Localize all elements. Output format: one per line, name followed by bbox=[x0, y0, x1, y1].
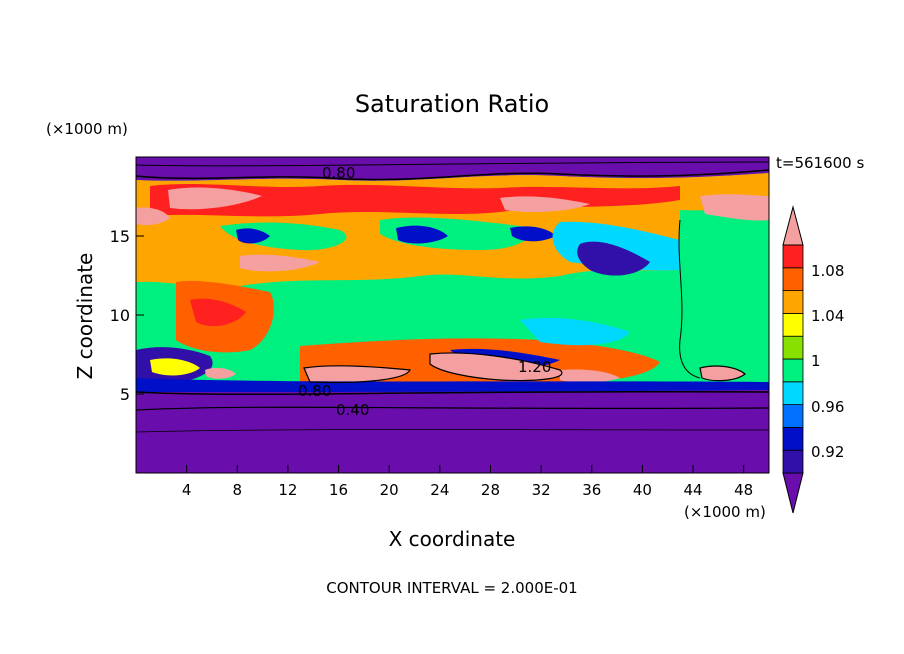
contour-line-low-2 bbox=[135, 406, 770, 411]
x-tick-label: 48 bbox=[734, 481, 753, 499]
colorbar-swatch bbox=[782, 267, 804, 291]
contour-line-pink-3 bbox=[699, 365, 746, 382]
upper-band-purple-1 bbox=[577, 241, 650, 276]
colorbar-swatch bbox=[782, 358, 804, 383]
time-label: t=561600 s bbox=[776, 154, 864, 172]
right-green-column bbox=[678, 206, 769, 378]
x-unit-label: (×1000 m) bbox=[684, 503, 766, 521]
colorbar-swatch bbox=[782, 290, 804, 314]
contour-line-top bbox=[135, 169, 770, 181]
colorbar-label: 0.92 bbox=[811, 443, 844, 461]
colorbar-swatch bbox=[782, 426, 804, 451]
x-tick-label: 20 bbox=[380, 481, 399, 499]
y-axis: 5 10 15 bbox=[110, 227, 144, 404]
x-tick-label: 8 bbox=[233, 481, 243, 499]
plot-area: 0.80 0.80 0.40 1.20 bbox=[135, 156, 770, 474]
mid-left-red bbox=[190, 298, 246, 327]
chart-title: Saturation Ratio bbox=[355, 90, 549, 118]
mid-center-cyan bbox=[520, 317, 630, 346]
contour-line-low-1 bbox=[135, 390, 770, 396]
lower-blue-strip bbox=[136, 378, 769, 392]
pink-cell-5 bbox=[700, 366, 745, 381]
colorbar-swatch bbox=[782, 381, 804, 405]
mid-left-yellow bbox=[150, 358, 200, 376]
upper-band-pink-2 bbox=[136, 207, 170, 226]
x-tick-label: 12 bbox=[278, 481, 297, 499]
contour-line-pink-2 bbox=[429, 352, 563, 382]
right-pink-edge bbox=[700, 194, 769, 221]
colorbar: 1.08 1.04 1 0.96 0.92 bbox=[782, 205, 844, 514]
y-tick-label: 10 bbox=[110, 306, 130, 325]
footer-contour-interval: CONTOUR INTERVAL = 2.000E-01 bbox=[326, 579, 577, 597]
colorbar-swatch bbox=[782, 404, 804, 428]
colorbar-swatch bbox=[782, 449, 804, 474]
upper-band-blue-2 bbox=[396, 225, 448, 244]
x-tick-label: 44 bbox=[683, 481, 702, 499]
upper-band-red bbox=[150, 184, 680, 217]
x-tick-label: 4 bbox=[182, 481, 192, 499]
contour-label: 0.40 bbox=[336, 401, 369, 419]
contour-label: 0.80 bbox=[322, 164, 355, 182]
x-tick-label: 36 bbox=[582, 481, 601, 499]
pink-cell-4 bbox=[205, 367, 236, 379]
x-tick-label: 28 bbox=[481, 481, 500, 499]
colorbar-label: 1.08 bbox=[811, 262, 844, 280]
upper-band-pink-3 bbox=[240, 254, 320, 272]
x-axis: 4 8 12 16 20 24 28 32 36 40 44 48 bbox=[182, 465, 753, 499]
colorbar-high-arrow bbox=[782, 205, 804, 246]
colorbar-swatch bbox=[782, 312, 804, 337]
x-tick-label: 24 bbox=[430, 481, 449, 499]
colorbar-low-arrow bbox=[782, 472, 804, 514]
colorbar-label: 1.04 bbox=[811, 307, 844, 325]
x-tick-label: 40 bbox=[633, 481, 652, 499]
contour-line-pink-1 bbox=[303, 365, 411, 384]
contour-label: 1.20 bbox=[518, 358, 551, 376]
contour-label: 0.80 bbox=[298, 382, 331, 400]
upper-band-pink-1 bbox=[168, 187, 262, 210]
contour-line-right bbox=[678, 219, 701, 379]
y-unit-label: (×1000 m) bbox=[46, 120, 128, 138]
x-tick-label: 32 bbox=[532, 481, 551, 499]
contour-line-low-3 bbox=[135, 429, 770, 433]
pink-cell-1 bbox=[304, 365, 410, 383]
colorbar-swatch bbox=[782, 244, 804, 269]
colorbar-label: 0.96 bbox=[811, 398, 844, 416]
colorbar-swatch bbox=[782, 335, 804, 360]
upper-band-blue-1 bbox=[236, 228, 270, 244]
lower-dry-region bbox=[136, 384, 769, 473]
upper-band-pink-4 bbox=[500, 196, 590, 212]
contour-line-high bbox=[135, 161, 770, 167]
pink-cell-3 bbox=[560, 369, 620, 383]
x-tick-label: 16 bbox=[329, 481, 348, 499]
upper-band-blue-3 bbox=[510, 226, 556, 242]
x-axis-title: X coordinate bbox=[389, 527, 516, 551]
colorbar-label: 1 bbox=[811, 352, 821, 370]
pink-cell-2 bbox=[430, 352, 562, 381]
y-tick-label: 5 bbox=[120, 385, 130, 404]
y-tick-label: 15 bbox=[110, 227, 130, 246]
y-axis-title: Z coordinate bbox=[73, 253, 97, 380]
